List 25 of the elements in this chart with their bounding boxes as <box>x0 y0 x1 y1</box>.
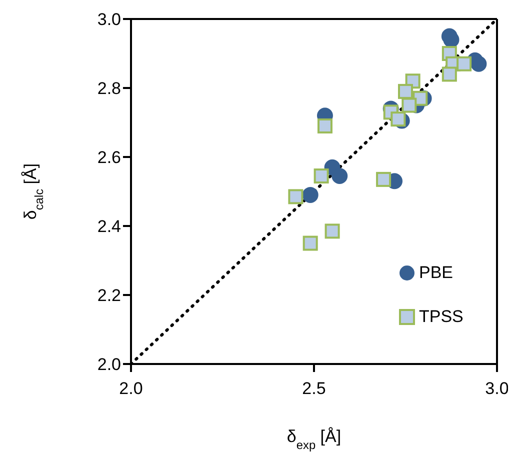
point <box>288 189 304 204</box>
point <box>324 224 340 239</box>
x-tick-label: 2.0 <box>119 379 143 398</box>
point <box>398 84 413 99</box>
y-tick-label: 3.0 <box>97 10 121 30</box>
point <box>302 236 318 251</box>
y-tick-label: 2.6 <box>97 148 121 168</box>
y-tick-label: 2.2 <box>97 286 121 306</box>
legend-label: PBE <box>419 263 454 283</box>
y-tick-label: 2.8 <box>97 79 121 98</box>
y-tick-label: 2.0 <box>97 355 121 374</box>
point <box>302 186 318 203</box>
x-tick-label: 3.0 <box>485 379 509 398</box>
point <box>376 172 392 187</box>
point <box>332 168 348 184</box>
x-axis-title: δ$_{exp}$ [Å] <box>286 427 342 452</box>
point <box>390 112 406 127</box>
point <box>317 118 332 134</box>
point <box>314 168 329 184</box>
point <box>402 98 417 113</box>
y-tick-label: 2.4 <box>97 217 121 236</box>
point <box>456 56 472 72</box>
point <box>442 66 457 82</box>
legend-label: TPSS <box>419 307 464 327</box>
x-tick-label: 2.5 <box>302 379 326 398</box>
